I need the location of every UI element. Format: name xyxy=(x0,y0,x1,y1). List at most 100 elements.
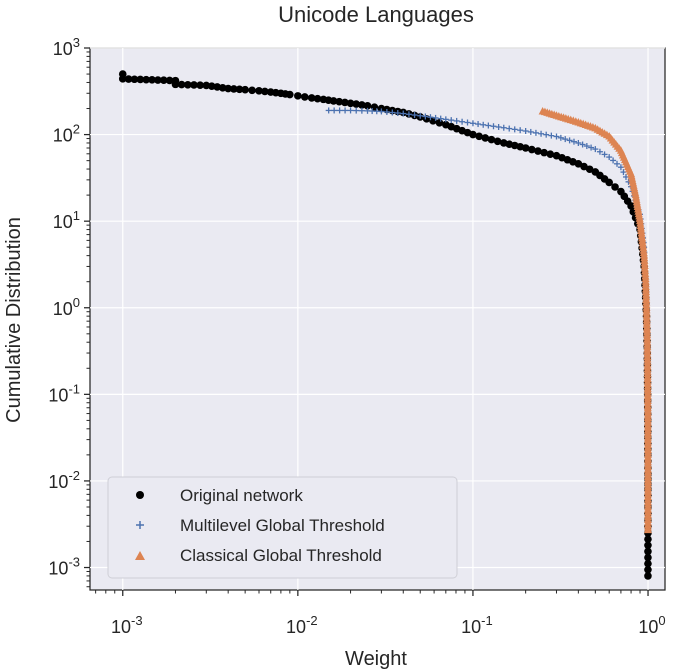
point xyxy=(606,154,613,161)
point xyxy=(429,117,437,125)
y-tick-label-1: 10-2 xyxy=(48,468,80,492)
point xyxy=(575,139,582,146)
y-axis-label: Cumulative Distribution xyxy=(3,217,25,423)
point xyxy=(557,134,564,141)
point xyxy=(614,160,621,167)
point xyxy=(331,107,338,114)
x-tick-label-3: 100 xyxy=(638,613,665,637)
point xyxy=(522,128,529,135)
point xyxy=(490,123,497,130)
x-axis-label: Weight xyxy=(345,648,407,670)
point xyxy=(487,135,496,144)
point xyxy=(154,76,162,84)
point xyxy=(532,129,539,136)
point xyxy=(464,119,471,126)
point xyxy=(601,151,608,158)
point xyxy=(307,94,316,102)
point xyxy=(610,157,617,164)
point xyxy=(511,126,518,133)
point xyxy=(255,87,263,95)
point xyxy=(579,141,586,148)
chart-title: Unicode Languages xyxy=(278,2,474,27)
y-tick-label-0: 10-3 xyxy=(48,555,80,579)
point xyxy=(190,81,198,89)
point xyxy=(329,97,338,105)
point xyxy=(585,165,594,174)
point xyxy=(411,112,418,119)
point xyxy=(261,87,269,96)
point xyxy=(644,541,652,550)
point xyxy=(644,535,652,543)
point xyxy=(400,110,407,117)
point xyxy=(358,107,365,114)
point xyxy=(230,85,238,93)
point xyxy=(363,102,372,110)
point xyxy=(566,137,573,144)
point xyxy=(358,101,366,109)
point xyxy=(235,85,244,94)
point xyxy=(592,146,599,153)
x-tick-label-1: 10-2 xyxy=(286,613,318,637)
data-series xyxy=(118,70,652,580)
legend: Original network Multilevel Global Thres… xyxy=(107,476,458,579)
point xyxy=(644,553,652,562)
point xyxy=(347,107,354,114)
point xyxy=(517,127,524,134)
legend-label-original: Original network xyxy=(180,486,303,505)
point xyxy=(342,107,349,114)
point xyxy=(353,107,360,114)
x-tick-label-2: 10-1 xyxy=(461,613,493,637)
point xyxy=(196,81,204,89)
point xyxy=(435,118,444,127)
point xyxy=(500,124,507,131)
point xyxy=(481,134,490,142)
y-tick-label-6: 103 xyxy=(53,35,80,59)
point xyxy=(475,132,483,141)
y-tick-label-5: 102 xyxy=(53,122,80,146)
y-tick-label-3: 100 xyxy=(53,295,80,319)
point xyxy=(611,183,619,191)
legend-label-classical: Classical Global Threshold xyxy=(180,546,382,565)
point xyxy=(432,114,439,121)
point xyxy=(643,525,652,534)
point xyxy=(313,94,322,103)
point xyxy=(142,75,150,84)
y-tick-label-2: 10-1 xyxy=(48,381,80,405)
point xyxy=(506,125,513,132)
point xyxy=(495,123,502,130)
point xyxy=(546,150,555,158)
point xyxy=(543,131,550,138)
point xyxy=(580,162,588,171)
point xyxy=(171,80,180,89)
point xyxy=(336,107,343,114)
point xyxy=(448,117,455,124)
point xyxy=(378,108,385,115)
x-tick-label-0: 10-3 xyxy=(111,613,143,637)
y-tick-label-4: 101 xyxy=(53,208,80,232)
point xyxy=(644,572,652,580)
point xyxy=(241,85,249,94)
point xyxy=(475,121,482,128)
point xyxy=(224,84,232,93)
y-axis-ticks: 10-3 10-2 10-1 100 101 102 103 xyxy=(48,35,90,588)
point xyxy=(553,133,560,140)
point xyxy=(442,116,449,123)
legend-box xyxy=(107,476,458,579)
point xyxy=(469,130,477,139)
point xyxy=(389,109,396,116)
point xyxy=(540,148,548,157)
point xyxy=(136,75,145,84)
legend-marker-classical xyxy=(135,551,145,560)
legend-marker-multilevel xyxy=(136,521,144,529)
point xyxy=(294,92,302,100)
point xyxy=(417,112,424,119)
point xyxy=(427,114,434,121)
point xyxy=(286,90,294,99)
point xyxy=(325,107,332,114)
point xyxy=(521,144,530,152)
point xyxy=(159,76,168,85)
point xyxy=(352,100,361,108)
point xyxy=(165,76,174,85)
point xyxy=(570,138,577,145)
